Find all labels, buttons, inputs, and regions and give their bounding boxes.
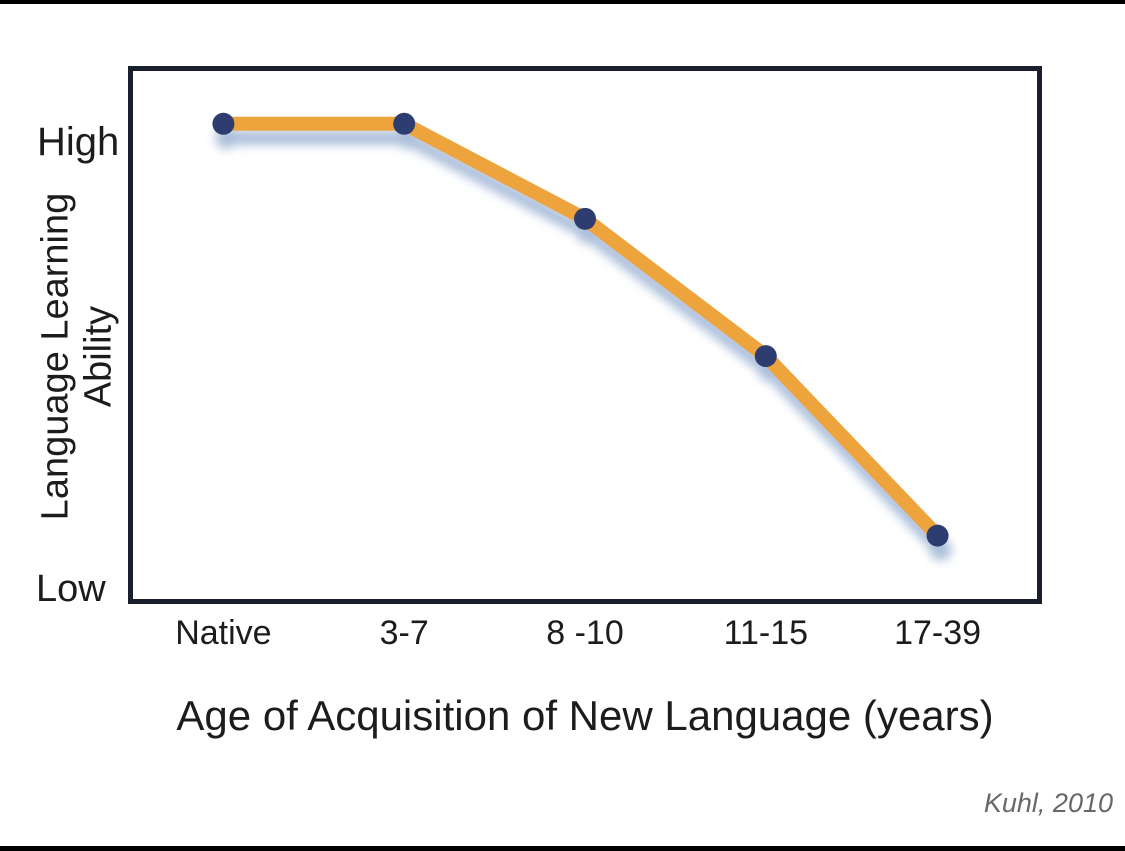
y-axis-label-line2: Ability: [77, 305, 119, 408]
letterbox-bar-bottom: [0, 846, 1125, 851]
plot-area: [128, 66, 1042, 604]
data-point: [574, 207, 596, 230]
data-point: [754, 345, 777, 368]
y-axis-label-line1: Language Learning: [34, 192, 77, 521]
x-tick-label: 11-15: [723, 614, 809, 652]
x-tick-label: 8 -10: [546, 614, 624, 652]
ytick-low: Low: [36, 568, 106, 610]
ability-series: [212, 112, 949, 547]
y-axis-label: Language Learning Ability: [34, 187, 119, 527]
x-axis-title: Age of Acquisition of New Language (year…: [176, 692, 994, 739]
x-tick-label: Native: [175, 614, 272, 652]
ytick-high: High: [37, 120, 120, 164]
x-tick-label: 3-7: [379, 614, 429, 652]
data-point: [393, 112, 416, 135]
line-chart: [212, 112, 949, 547]
data-point: [926, 524, 949, 547]
attribution-text: Kuhl, 2010: [983, 788, 1113, 818]
data-point: [212, 112, 235, 135]
x-tick-label: 17-39: [894, 614, 982, 652]
letterbox-bar-top: [0, 0, 1125, 4]
ability-line: [216, 116, 945, 543]
